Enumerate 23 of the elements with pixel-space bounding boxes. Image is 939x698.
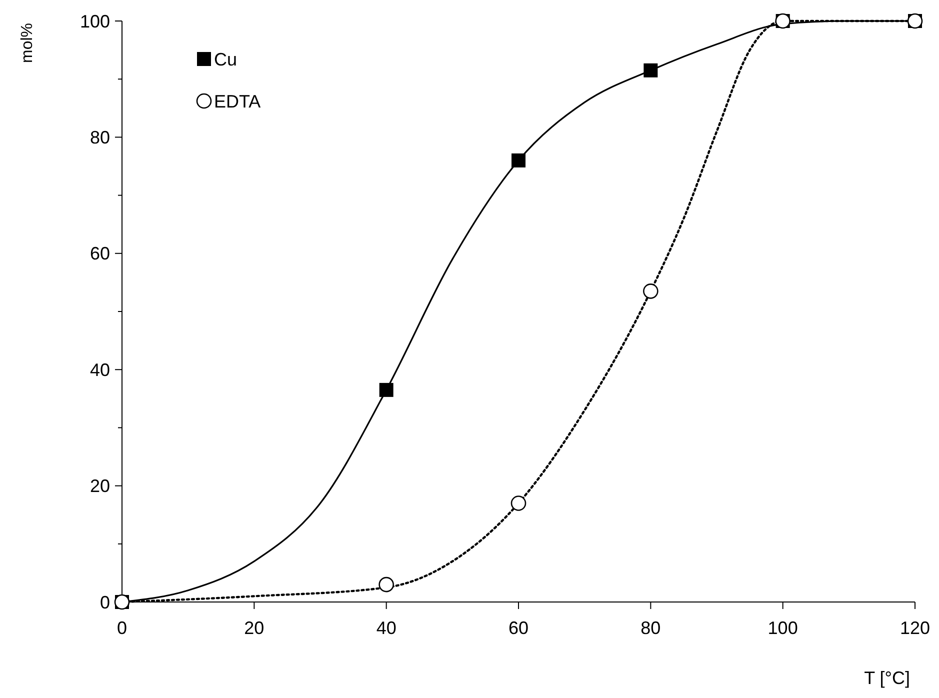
point	[644, 63, 658, 78]
y-axis-title: mol%	[19, 22, 36, 64]
x-tick-label: 20	[244, 618, 264, 638]
point	[379, 382, 394, 397]
point	[512, 153, 526, 168]
x-tick-label: 100	[768, 618, 798, 638]
point	[510, 496, 526, 511]
point	[643, 284, 658, 299]
y-tick-label: 0	[100, 592, 110, 612]
y-tick-label: 80	[90, 128, 110, 148]
legend-label: Cu	[214, 49, 238, 70]
x-tick-label: 40	[376, 618, 396, 638]
y-tick-label: 60	[90, 244, 110, 264]
x-tick-label: 80	[640, 618, 661, 638]
point	[378, 576, 394, 592]
x-tick-label: 60	[508, 618, 529, 638]
y-tick-label: 40	[90, 360, 110, 380]
x-tick-label: 0	[116, 618, 128, 638]
y-tick-label: 100	[80, 11, 110, 32]
y-tick-label: 20	[90, 476, 110, 496]
legend-label: EDTA	[214, 91, 261, 112]
x-axis-title: T [°C]	[864, 668, 910, 688]
x-tick-label: 120	[900, 618, 930, 638]
